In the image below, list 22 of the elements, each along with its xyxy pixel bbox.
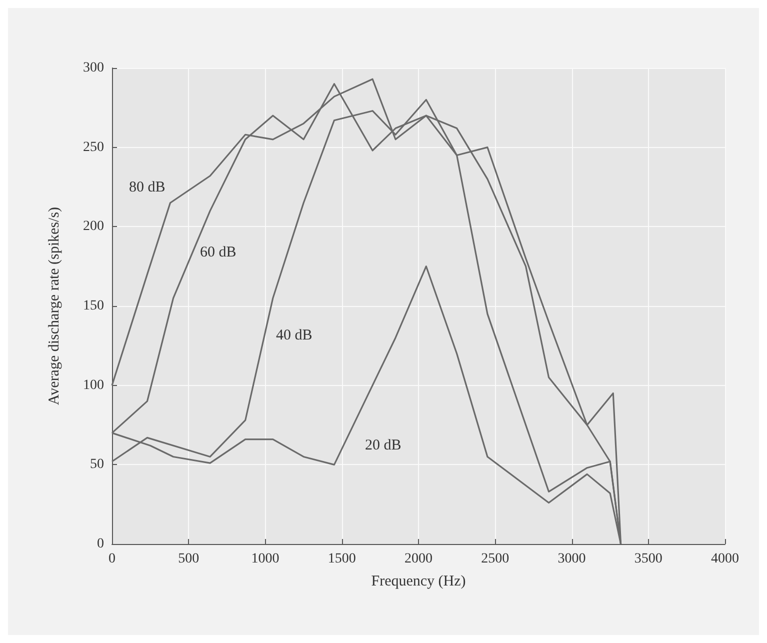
series-label: 80 dB (129, 180, 166, 196)
x-tick-label: 4000 (711, 552, 739, 566)
series-label: 60 dB (200, 244, 236, 260)
y-axis-title: Average discharge rate (spikes/s) (46, 206, 62, 406)
x-tick-label: 1000 (251, 552, 280, 566)
y-tick-label: 150 (83, 298, 104, 314)
x-tick-label: 500 (178, 552, 200, 566)
series-label: 20 dB (365, 438, 402, 454)
x-tick-label: 0 (108, 552, 116, 566)
x-tick-label: 1500 (328, 552, 356, 566)
y-tick-label: 250 (83, 140, 104, 155)
y-tick-label: 300 (83, 60, 104, 76)
y-tick-label: 0 (97, 536, 104, 552)
x-tick-label: 3000 (558, 552, 586, 566)
x-tick-label: 3500 (634, 552, 662, 566)
x-tick-label: 2000 (404, 552, 432, 566)
x-tick-label: 2500 (481, 552, 510, 566)
series-label: 40 dB (276, 328, 312, 344)
y-tick-label: 50 (90, 457, 104, 472)
y-tick-label: 200 (83, 219, 104, 234)
x-axis-title: Frequency (Hz) (371, 574, 466, 590)
y-tick-label: 100 (83, 378, 104, 393)
